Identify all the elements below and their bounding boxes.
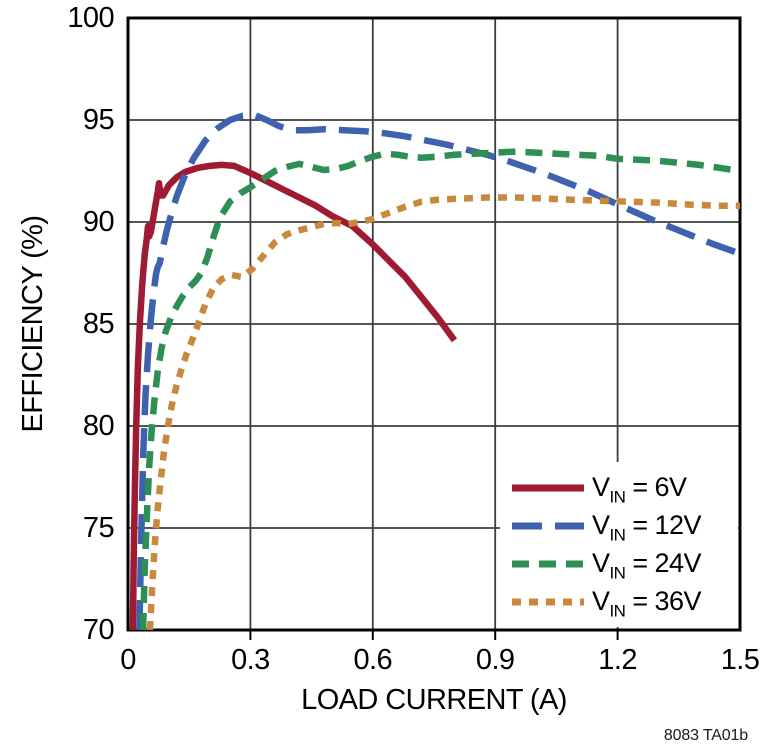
x-tick-label: 0.6 (353, 644, 393, 676)
x-axis-title: LOAD CURRENT (A) (301, 684, 567, 716)
y-tick-label: 100 (67, 2, 114, 34)
series-vin-6v (129, 161, 458, 631)
legend-swatch-line (512, 484, 584, 491)
legend-label: VIN = 6V (592, 472, 687, 507)
legend-item: VIN = 36V (500, 583, 738, 621)
legend-label: VIN = 12V (592, 510, 702, 545)
legend-item: VIN = 12V (500, 507, 738, 545)
x-tick-label: 0 (120, 644, 136, 676)
chart-legend: VIN = 6V VIN = 12V VIN = 24V VIN = 36V (500, 462, 738, 627)
y-tick-label: 85 (82, 308, 115, 340)
x-tick-label: 1.2 (598, 644, 637, 676)
chart-plot-svg (126, 16, 742, 640)
y-tick-label: 70 (82, 614, 115, 646)
series-vin-36v (146, 194, 740, 631)
y-tick-label: 80 (82, 410, 115, 442)
legend-item: VIN = 6V (500, 469, 738, 507)
legend-swatch-line (512, 560, 584, 567)
x-tick-label: 0.9 (475, 644, 515, 676)
legend-swatch-line (512, 522, 584, 529)
y-tick-label: 75 (82, 512, 115, 544)
legend-label: VIN = 24V (592, 548, 702, 583)
y-tick-label: 95 (82, 104, 115, 136)
x-tick-label: 1.5 (720, 644, 760, 676)
legend-item: VIN = 24V (500, 545, 738, 583)
series-vin-12v (136, 111, 742, 631)
series-vin-24v (139, 148, 741, 631)
x-tick-label: 0.3 (231, 644, 270, 676)
y-tick-label: 90 (82, 206, 115, 238)
plot-area (126, 16, 742, 640)
legend-label: VIN = 36V (592, 586, 702, 621)
legend-swatch-line (512, 598, 584, 605)
figure-code-label: 8083 TA01b (663, 727, 748, 744)
y-axis-tick-labels: 70 75 80 85 90 95 100 (0, 0, 114, 751)
